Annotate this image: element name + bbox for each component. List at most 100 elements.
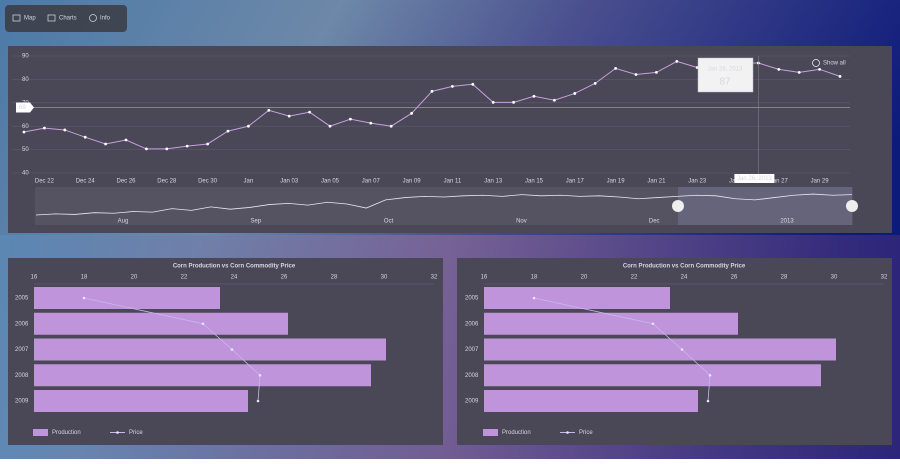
crosshair-x-label: Jan 26, 2013 — [737, 176, 772, 182]
x-tick-label: Jan 05 — [321, 179, 340, 185]
y-tick-label: 2005 — [15, 296, 29, 302]
tooltip-value: 87 — [719, 77, 731, 88]
crosshair-y-box — [16, 102, 34, 113]
navigator-label: Dec — [649, 219, 660, 225]
x-tick-label: 16 — [481, 275, 488, 281]
crosshair-x-box — [734, 174, 775, 183]
x-tick-label: Dec 22 — [35, 179, 55, 185]
navigator-line — [35, 193, 853, 216]
point — [287, 114, 291, 118]
point — [708, 373, 712, 377]
x-tick-label: 32 — [881, 275, 888, 281]
legend-label: Production — [502, 430, 531, 436]
x-tick-label: 30 — [831, 275, 838, 281]
chart-title: Corn Production vs Corn Commodity Price — [623, 264, 746, 270]
y-tick-label: 2009 — [465, 399, 479, 405]
point — [614, 67, 617, 70]
point — [553, 98, 556, 102]
x-tick-label: Dec 30 — [198, 179, 218, 185]
point — [369, 121, 373, 125]
navigator-label: Sep — [250, 219, 261, 225]
bar — [34, 312, 288, 335]
point — [185, 144, 189, 148]
y-tick-label: 2007 — [15, 347, 29, 353]
point — [651, 322, 655, 326]
x-tick-label: 16 — [31, 275, 38, 281]
point — [680, 348, 684, 351]
x-tick-label: 22 — [181, 275, 188, 281]
nav-label[interactable]: Map — [24, 16, 36, 22]
bar — [484, 338, 836, 361]
show-all-button[interactable]: Show all — [812, 59, 846, 67]
point — [634, 73, 638, 76]
point — [491, 100, 495, 104]
nav-label[interactable]: Info — [100, 16, 111, 22]
point — [818, 67, 821, 71]
legend-label: Price — [579, 430, 593, 436]
x-tick-label: 32 — [431, 275, 438, 281]
x-tick-label: 18 — [81, 275, 88, 281]
y-tick-label: 2007 — [465, 347, 479, 353]
navigator-label: Aug — [118, 219, 129, 225]
bar — [34, 390, 248, 412]
point — [145, 147, 148, 151]
x-tick-label: 26 — [281, 275, 288, 281]
bar — [34, 338, 386, 361]
bar — [484, 364, 821, 387]
tooltip — [697, 57, 754, 93]
x-tick-label: Jan 13 — [484, 179, 503, 185]
legend-swatch — [33, 429, 48, 436]
point — [706, 399, 710, 403]
point — [201, 322, 205, 326]
y-tick-label: 2008 — [465, 373, 479, 379]
x-tick-label: Jan 15 — [525, 179, 544, 185]
point — [430, 89, 434, 93]
x-tick-label: Dec 26 — [116, 179, 136, 185]
x-tick-label: 30 — [381, 275, 388, 281]
nav-info[interactable]: Info — [89, 14, 111, 22]
nav-charts[interactable]: Charts — [47, 14, 77, 22]
navigator-handle[interactable] — [672, 200, 684, 212]
point — [655, 70, 658, 74]
show-all-label[interactable]: Show all — [823, 61, 846, 67]
x-tick-label: 20 — [131, 275, 138, 281]
y-tick-label: 2009 — [15, 399, 29, 405]
point — [104, 142, 107, 146]
point — [43, 126, 46, 130]
x-tick-label: Jan 17 — [566, 179, 585, 185]
x-tick-label: 24 — [231, 275, 238, 281]
nav-map[interactable]: Map — [12, 14, 36, 22]
chart-title: Corn Production vs Corn Commodity Price — [173, 264, 296, 270]
nav-label[interactable]: Charts — [59, 16, 77, 22]
bar — [484, 390, 698, 412]
point — [328, 124, 332, 128]
x-tick-label: 28 — [331, 275, 338, 281]
point — [256, 399, 260, 403]
y-tick-label: 2006 — [15, 321, 29, 327]
bar — [34, 364, 371, 387]
bar — [484, 287, 670, 309]
point — [389, 124, 393, 128]
point — [777, 67, 781, 71]
y-tick-label: 2008 — [15, 373, 29, 379]
x-tick-label: Jan 07 — [362, 179, 381, 185]
navigator-label: 2013 — [780, 219, 794, 225]
tooltip-date: Jan 28, 2013 — [708, 67, 743, 73]
bar — [34, 287, 220, 309]
point — [267, 108, 271, 112]
navigator-selection[interactable] — [678, 187, 852, 225]
point — [226, 129, 230, 133]
x-tick-label: 24 — [681, 275, 688, 281]
x-tick-label: Jan — [244, 179, 254, 185]
y-tick-label: 90 — [22, 54, 29, 60]
point — [82, 296, 86, 300]
navigator-handle[interactable] — [846, 200, 858, 212]
x-tick-label: 28 — [781, 275, 788, 281]
legend-dot — [116, 431, 119, 434]
point — [308, 110, 311, 114]
navigator-label: Nov — [516, 219, 527, 225]
x-tick-label: Jan 03 — [280, 179, 299, 185]
legend-label: Production — [52, 430, 81, 436]
